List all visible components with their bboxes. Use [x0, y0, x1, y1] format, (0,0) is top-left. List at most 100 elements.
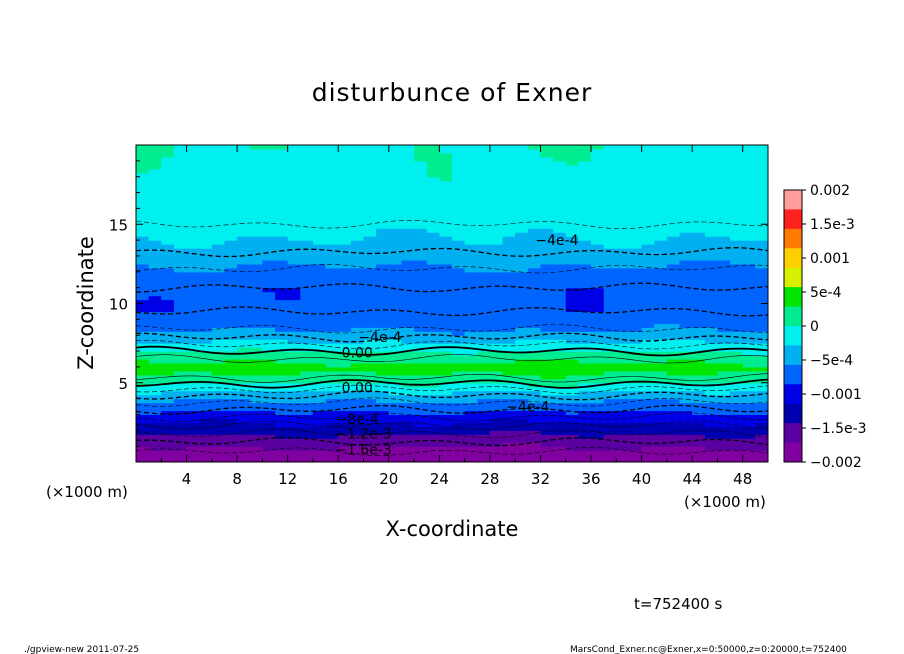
- heatmap-cell: [452, 370, 466, 376]
- heatmap-cell: [388, 402, 403, 408]
- heatmap-cell: [452, 168, 466, 174]
- heatmap-cell: [540, 168, 554, 174]
- heatmap-cell: [237, 172, 251, 178]
- heatmap-cell: [502, 168, 516, 174]
- heatmap-cell: [603, 180, 617, 186]
- heatmap-cell: [717, 315, 731, 320]
- heatmap-cell: [527, 426, 542, 431]
- heatmap-cell: [540, 271, 554, 277]
- heatmap-cell: [338, 212, 352, 217]
- heatmap-cell: [186, 204, 200, 209]
- heatmap-cell: [388, 426, 403, 431]
- heatmap-cell: [199, 422, 213, 427]
- heatmap-cell: [363, 200, 377, 206]
- heatmap-cell: [439, 255, 453, 261]
- heatmap-cell: [439, 200, 453, 206]
- heatmap-cell: [692, 366, 706, 372]
- heatmap-cell: [350, 148, 365, 154]
- heatmap-cell: [464, 347, 478, 352]
- heatmap-cell: [452, 450, 466, 455]
- heatmap-cell: [363, 248, 377, 253]
- heatmap-cell: [628, 370, 643, 376]
- heatmap-cell: [477, 382, 491, 388]
- heatmap-cell: [414, 307, 428, 313]
- heatmap-cell: [300, 263, 314, 269]
- heatmap-cell: [578, 200, 592, 206]
- heatmap-cell: [565, 426, 579, 431]
- heatmap-cell: [363, 220, 377, 225]
- heatmap-cell: [616, 212, 630, 217]
- heatmap-cell: [591, 291, 605, 297]
- heatmap-cell: [527, 442, 542, 447]
- heatmap-cell: [603, 287, 617, 293]
- heatmap-cell: [224, 212, 238, 217]
- heatmap-cell: [388, 244, 403, 249]
- heatmap-cell: [540, 148, 554, 154]
- heatmap-cell: [161, 390, 175, 396]
- heatmap-cell: [452, 275, 466, 281]
- heatmap-cell: [591, 156, 605, 162]
- heatmap-cell: [704, 418, 719, 423]
- heatmap-cell: [502, 438, 516, 443]
- heatmap-cell: [161, 355, 175, 360]
- heatmap-cell: [755, 366, 768, 372]
- heatmap-cell: [717, 386, 731, 392]
- heatmap-cell: [742, 434, 756, 439]
- heatmap-cell: [161, 287, 175, 293]
- heatmap-cell: [376, 267, 390, 273]
- heatmap-cell: [553, 450, 567, 455]
- heatmap-cell: [477, 244, 491, 249]
- heatmap-cell: [325, 244, 339, 249]
- heatmap-cell: [224, 299, 238, 305]
- heatmap-cell: [312, 426, 327, 431]
- heatmap-cell: [717, 422, 731, 427]
- heatmap-cell: [237, 164, 251, 170]
- heatmap-cell: [325, 382, 339, 388]
- heatmap-cell: [363, 184, 377, 190]
- heatmap-cell: [186, 267, 200, 273]
- heatmap-cell: [249, 168, 263, 174]
- heatmap-cell: [527, 434, 542, 439]
- heatmap-cell: [502, 315, 516, 320]
- heatmap-cell: [439, 216, 453, 221]
- heatmap-cell: [654, 160, 668, 166]
- heatmap-cell: [654, 295, 668, 301]
- heatmap-cell: [654, 200, 668, 206]
- heatmap-cell: [666, 311, 681, 316]
- heatmap-cell: [350, 263, 365, 269]
- heatmap-cell: [628, 271, 643, 277]
- heatmap-cell: [565, 386, 579, 392]
- heatmap-cell: [742, 390, 756, 396]
- heatmap-cell: [755, 386, 768, 392]
- heatmap-cell: [553, 374, 567, 380]
- heatmap-cell: [565, 168, 579, 174]
- heatmap-cell: [515, 164, 529, 170]
- heatmap-cell: [527, 192, 542, 198]
- heatmap-cell: [237, 355, 251, 360]
- heatmap-cell: [553, 386, 567, 392]
- heatmap-cell: [704, 335, 719, 340]
- heatmap-cell: [426, 275, 440, 281]
- heatmap-cell: [363, 251, 377, 257]
- heatmap-cell: [186, 184, 200, 190]
- heatmap-cell: [414, 228, 428, 233]
- heatmap-cell: [439, 248, 453, 253]
- heatmap-cell: [363, 430, 377, 435]
- heatmap-cell: [312, 430, 327, 435]
- heatmap-cell: [211, 362, 226, 368]
- heatmap-cell: [704, 248, 719, 253]
- heatmap-cell: [148, 366, 162, 372]
- heatmap-cell: [704, 398, 719, 404]
- heatmap-cell: [350, 327, 365, 332]
- heatmap-cell: [477, 438, 491, 443]
- heatmap-cell: [616, 160, 630, 166]
- heatmap-cell: [401, 164, 415, 170]
- heatmap-cell: [641, 148, 655, 154]
- heatmap-cell: [148, 315, 162, 320]
- heatmap-cell: [553, 454, 567, 459]
- heatmap-cell: [414, 378, 428, 384]
- heatmap-cell: [616, 382, 630, 388]
- heatmap-cell: [654, 228, 668, 233]
- heatmap-cell: [502, 446, 516, 451]
- heatmap-cell: [452, 438, 466, 443]
